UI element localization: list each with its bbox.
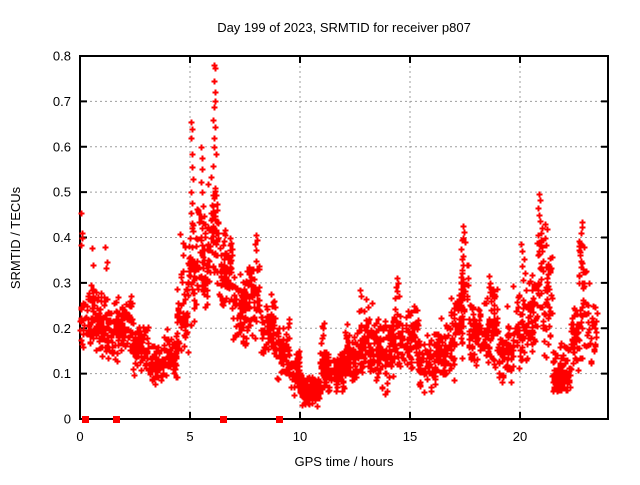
x-tick-label: 20 <box>513 429 527 444</box>
y-tick-label: 0.5 <box>53 185 71 200</box>
baseline-square-marker <box>276 416 283 423</box>
tick-labels: 0 5 10 15 20 0 0.1 0.2 0.3 0.4 0.5 0.6 0.7 0.8 <box>53 49 527 445</box>
baseline-square-marker <box>113 416 120 423</box>
x-axis-label: GPS time / hours <box>295 454 394 469</box>
x-tick-label: 15 <box>403 429 417 444</box>
x-tick-label: 5 <box>186 429 193 444</box>
chart-title: Day 199 of 2023, SRMTID for receiver p80… <box>217 20 471 35</box>
y-tick-label: 0.7 <box>53 94 71 109</box>
y-tick-label: 0.3 <box>53 275 71 290</box>
y-tick-label: 0.4 <box>53 230 71 245</box>
x-tick-label: 0 <box>76 429 83 444</box>
baseline-squares <box>82 416 283 423</box>
y-tick-label: 0.2 <box>53 321 71 336</box>
y-tick-label: 0 <box>64 412 71 427</box>
x-tick-label: 10 <box>293 429 307 444</box>
baseline-square-marker <box>220 416 227 423</box>
baseline-square-marker <box>82 416 89 423</box>
y-axis-label: SRMTID / TECUs <box>8 186 23 289</box>
scatter-points <box>77 62 601 410</box>
y-tick-label: 0.8 <box>53 49 71 64</box>
y-tick-label: 0.1 <box>53 366 71 381</box>
y-tick-label: 0.6 <box>53 139 71 154</box>
axis-ticks <box>79 55 608 420</box>
